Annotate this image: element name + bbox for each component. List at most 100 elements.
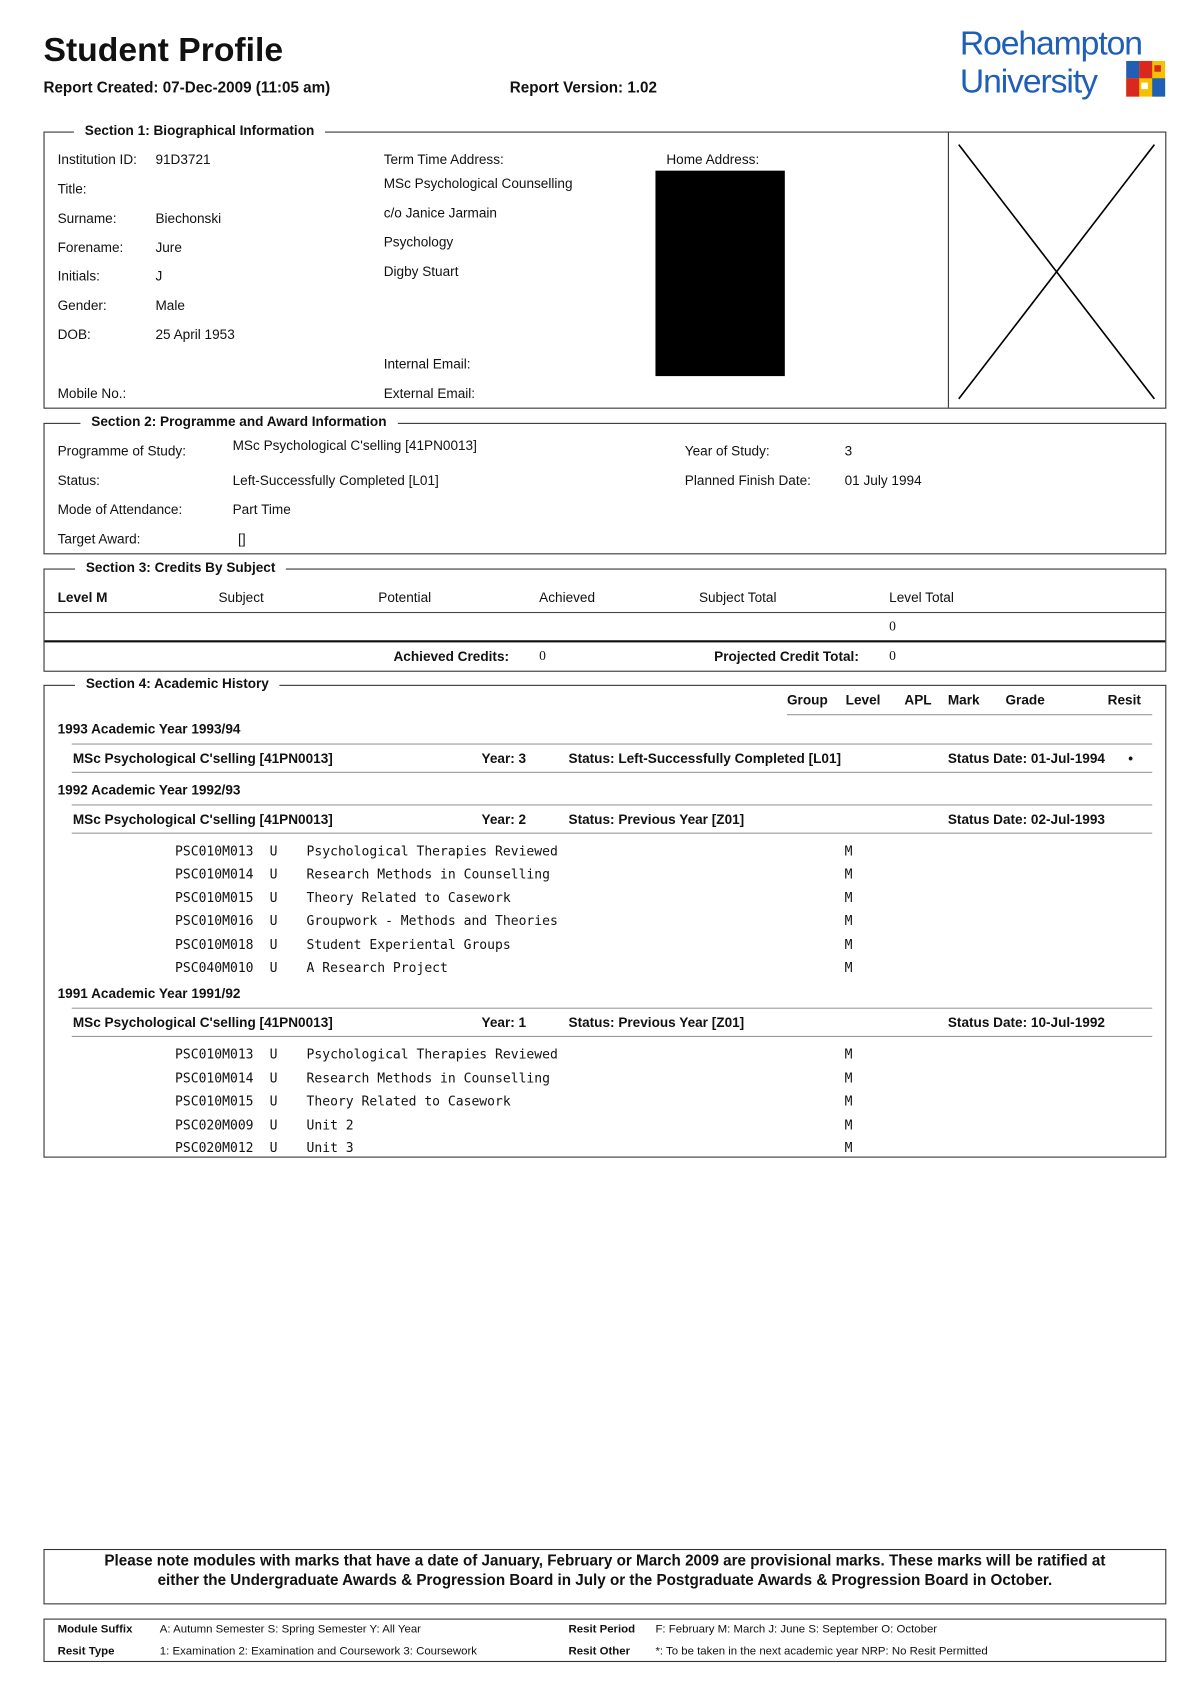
module-title: A Research Project	[306, 959, 448, 976]
resit-period-label: Resit Period	[568, 1622, 636, 1636]
status-label: Status:	[57, 472, 100, 489]
section-academic-history	[43, 684, 1167, 1158]
section4-legend: Section 4: Academic History	[75, 676, 280, 692]
programme-year: Year: 1	[481, 1015, 527, 1031]
flag-marker: •	[1128, 751, 1134, 767]
module-title: Theory Related to Casework	[306, 1093, 511, 1109]
module-code: PSC040M010	[175, 959, 254, 976]
divider	[71, 743, 1153, 745]
status-date: Status Date: 01-Jul-1994	[947, 751, 1105, 767]
report-created: Report Created: 07-Dec-2009 (11:05 am)	[43, 78, 331, 96]
module-level: M	[844, 936, 853, 952]
field-label: DOB:	[57, 327, 91, 343]
module-title: Research Methods in Counselling	[306, 866, 550, 882]
divider	[71, 1036, 1153, 1038]
external-email-label: External Email:	[383, 385, 476, 402]
col-group: Group	[786, 692, 828, 708]
projected-credit-label: Projected Credit Total:	[714, 648, 859, 665]
col-resit: Resit	[1107, 692, 1141, 708]
module-code: PSC010M015	[175, 890, 254, 906]
mode-label: Mode of Attendance:	[57, 502, 183, 518]
module-suffix: U	[269, 1140, 278, 1156]
section-programme	[43, 422, 1167, 555]
divider	[44, 611, 1166, 614]
term-address-line: c/o Janice Jarmain	[383, 205, 497, 221]
col-mark: Mark	[947, 692, 980, 708]
module-level: M	[844, 959, 853, 976]
module-title: Student Experiental Groups	[306, 936, 511, 952]
col-achieved: Achieved	[539, 590, 596, 606]
note-line1: Please note modules with marks that have…	[104, 1551, 1106, 1569]
field-value: 25 April 1953	[155, 327, 235, 343]
divider	[786, 714, 1153, 716]
section-biographical	[43, 131, 1167, 409]
home-address-label: Home Address:	[666, 152, 760, 168]
divider	[71, 804, 1153, 806]
col-subject: Subject	[218, 590, 264, 606]
module-level: M	[844, 1047, 853, 1063]
module-suffix: U	[269, 890, 278, 906]
field-label: Gender:	[57, 297, 107, 314]
col-potential: Potential	[378, 590, 432, 606]
section-credits	[43, 568, 1167, 672]
programme-label: Programme of Study:	[57, 443, 186, 459]
divider	[71, 832, 1153, 834]
module-suffix: U	[269, 913, 278, 929]
internal-email-label: Internal Email:	[383, 356, 471, 372]
module-code: PSC020M009	[175, 1116, 254, 1133]
field-label: Initials:	[57, 268, 100, 284]
module-suffix: U	[269, 959, 278, 976]
legend-key	[43, 1618, 1167, 1663]
resit-other-text: *: To be taken in the next academic year…	[655, 1644, 988, 1658]
year-of-study-label: Year of Study:	[684, 443, 770, 459]
module-suffix: U	[269, 1116, 278, 1133]
field-label: Mobile No.:	[57, 385, 127, 402]
divider	[44, 640, 1166, 643]
module-code: PSC010M013	[175, 843, 254, 859]
module-code: PSC010M018	[175, 936, 254, 952]
module-code: PSC010M014	[175, 866, 254, 882]
col-grade: Grade	[1005, 692, 1045, 708]
divider	[71, 771, 1153, 773]
module-level: M	[844, 843, 853, 859]
field-label: Institution ID:	[57, 152, 137, 168]
programme-year: Year: 2	[481, 811, 527, 828]
page-title: Student Profile	[43, 30, 284, 69]
term-address-line: MSc Psychological Counselling	[383, 176, 573, 192]
module-suffix: U	[269, 936, 278, 952]
logo-text-line2: University	[959, 61, 1098, 101]
module-level: M	[844, 913, 853, 929]
programme-name: MSc Psychological C'selling [41PN0013]	[72, 751, 333, 767]
module-title: Unit 3	[306, 1140, 354, 1156]
module-suffix: U	[269, 843, 278, 859]
field-value: J	[155, 268, 163, 284]
term-address-label: Term Time Address:	[383, 152, 504, 168]
module-code: PSC010M015	[175, 1093, 254, 1109]
module-level: M	[844, 1116, 853, 1133]
year-of-study-value: 3	[844, 443, 853, 459]
field-value: Male	[155, 297, 185, 314]
module-suffix: U	[269, 1070, 278, 1086]
note-line2: either the Undergraduate Awards & Progre…	[157, 1570, 1053, 1589]
module-title: Psychological Therapies Reviewed	[306, 843, 558, 859]
programme-name: MSc Psychological C'selling [41PN0013]	[72, 1015, 333, 1031]
col-level: Level	[845, 692, 881, 708]
field-value: Biechonski	[155, 210, 222, 227]
module-suffix: U	[269, 866, 278, 882]
resit-period-text: F: February M: March J: June S: Septembe…	[655, 1622, 938, 1636]
module-code: PSC010M013	[175, 1047, 254, 1063]
col-apl: APL	[904, 692, 932, 708]
module-title: Theory Related to Casework	[306, 890, 511, 906]
academic-year-heading: 1992 Academic Year 1992/93	[57, 782, 241, 798]
module-level: M	[844, 1093, 853, 1109]
programme-year: Year: 3	[481, 751, 527, 767]
module-title: Research Methods in Counselling	[306, 1070, 550, 1086]
resit-type-text: 1: Examination 2: Examination and Course…	[159, 1644, 477, 1658]
programme-status: Status: Previous Year [Z01]	[568, 811, 745, 828]
module-title: Unit 2	[306, 1116, 354, 1133]
achieved-credits-value: 0	[539, 647, 546, 664]
report-version: Report Version: 1.02	[509, 78, 657, 96]
achieved-credits-label: Achieved Credits:	[393, 648, 510, 665]
programme-name: MSc Psychological C'selling [41PN0013]	[72, 811, 333, 828]
